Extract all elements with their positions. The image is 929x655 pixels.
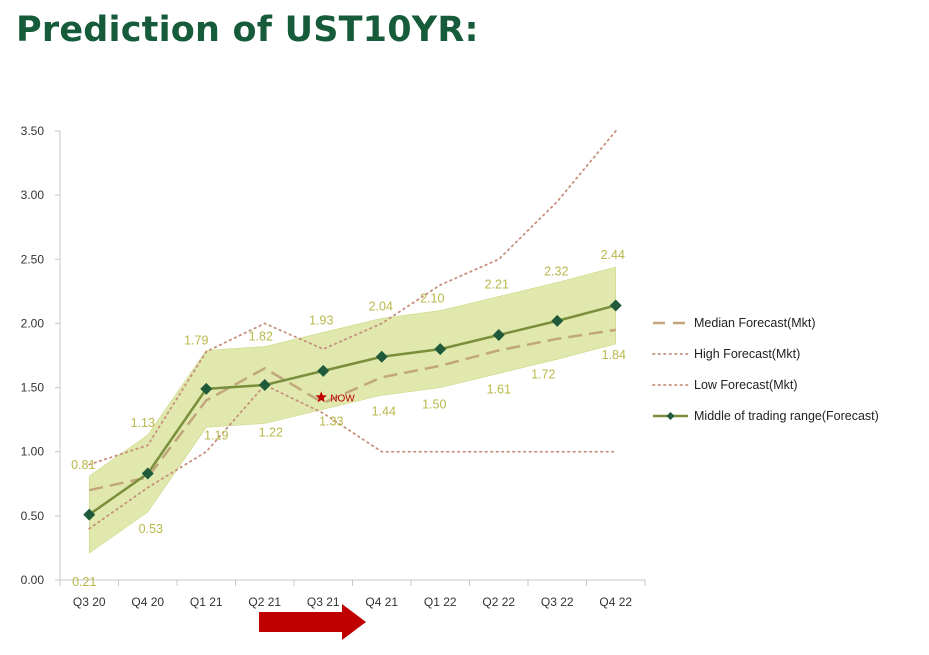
upper-value-label: 1.93 (309, 313, 333, 327)
middle-marker (141, 467, 154, 480)
legend-label-1: High Forecast(Mkt) (694, 347, 800, 361)
lower-value-label: 1.61 (487, 382, 511, 396)
series-line-3 (88, 304, 617, 516)
x-tick-label: Q3 22 (541, 595, 574, 609)
middle-marker (258, 379, 271, 392)
lower-value-label: 0.21 (72, 575, 96, 589)
middle-marker (551, 314, 564, 327)
now-label: NOW (330, 393, 355, 404)
legend-label-2: Low Forecast(Mkt) (694, 378, 798, 392)
page-title: Prediction of UST10YR: (16, 10, 479, 50)
middle-marker (609, 299, 622, 312)
legend-label-3: Middle of trading range(Forecast) (694, 409, 879, 423)
middle-marker (83, 508, 96, 521)
chart-legend: Median Forecast(Mkt) High Forecast(Mkt) Lo… (652, 316, 879, 423)
lower-value-label: 1.33 (319, 414, 343, 428)
series-line-2 (88, 383, 617, 530)
lower-value-label: 0.53 (139, 522, 163, 536)
y-tick-label: 2.50 (21, 252, 45, 266)
middle-marker (375, 350, 388, 363)
y-tick-label: 2.00 (21, 316, 45, 330)
x-tick-label: Q4 20 (131, 595, 164, 609)
x-tick-label: Q4 21 (365, 595, 398, 609)
upper-value-label: 1.82 (249, 330, 273, 344)
upper-value-label: 2.44 (601, 248, 625, 262)
series-line-1 (88, 130, 617, 466)
middle-marker (434, 343, 447, 356)
middle-marker (200, 382, 213, 395)
upper-value-label: 2.21 (485, 277, 509, 291)
series-lines (83, 130, 622, 530)
upper-value-label: 2.10 (420, 292, 444, 306)
x-tick-label: Q1 22 (424, 595, 457, 609)
upper-value-label: 0.81 (71, 458, 95, 472)
x-tick-label: Q3 20 (73, 595, 106, 609)
trading-range-band (88, 266, 617, 554)
x-tick-label: Q1 21 (190, 595, 223, 609)
lower-value-label: 1.72 (531, 367, 555, 381)
band-area (88, 266, 617, 554)
legend-label-0: Median Forecast(Mkt) (694, 316, 816, 330)
right-arrow-icon (259, 604, 366, 640)
series-line-0 (88, 328, 616, 492)
y-tick-label: 1.50 (21, 381, 45, 395)
upper-value-label: 2.32 (544, 264, 568, 278)
y-tick-label: 3.00 (21, 188, 45, 202)
now-star-icon (315, 391, 327, 403)
y-tick-label: 0.50 (21, 509, 45, 523)
chart-annotations: NOW (315, 391, 355, 404)
y-tick-label: 0.00 (21, 573, 45, 587)
lower-value-label: 1.44 (372, 404, 396, 418)
band-value-labels: 0.81 1.13 1.79 1.82 1.93 2.04 2.10 2.21 2.32 2.44… (71, 248, 626, 589)
legend-diamond-icon (666, 412, 675, 420)
direction-arrow (259, 604, 366, 640)
y-tick-label: 3.50 (21, 124, 45, 138)
y-tick-label: 1.00 (21, 445, 45, 459)
chart-axes: 0.00 0.50 1.00 1.50 2.00 2.50 3.00 3.50 Q3 20 Q4 … (21, 124, 646, 609)
upper-value-label: 1.79 (184, 333, 208, 347)
x-tick-label: Q3 21 (307, 595, 340, 609)
lower-value-label: 1.50 (422, 398, 446, 412)
lower-value-label: 1.84 (602, 348, 626, 362)
upper-value-label: 1.13 (131, 416, 155, 430)
middle-marker (492, 328, 505, 341)
x-tick-label: Q4 22 (599, 595, 632, 609)
upper-value-label: 2.04 (369, 299, 393, 313)
lower-value-label: 1.22 (259, 425, 283, 439)
middle-marker (317, 364, 330, 377)
x-tick-label: Q2 21 (248, 595, 281, 609)
x-tick-label: Q2 22 (482, 595, 515, 609)
lower-value-label: 1.19 (204, 428, 228, 442)
